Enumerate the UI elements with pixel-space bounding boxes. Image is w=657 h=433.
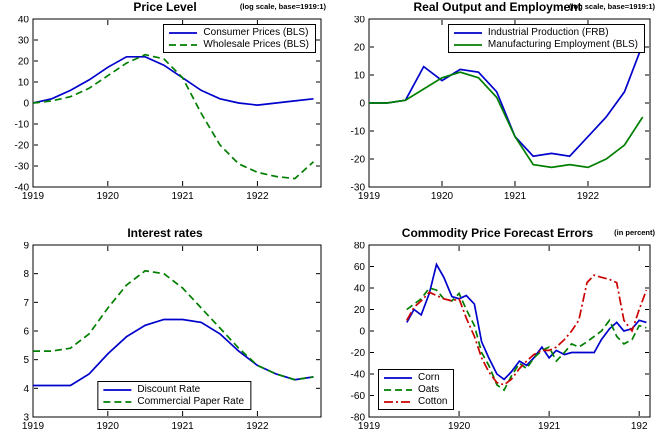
svg-text:3: 3 bbox=[23, 413, 29, 424]
legend-label: Oats bbox=[418, 384, 440, 395]
svg-text:1919: 1919 bbox=[22, 421, 45, 432]
chart-title: Price Level bbox=[133, 0, 197, 14]
svg-text:20: 20 bbox=[354, 305, 366, 316]
svg-text:30: 30 bbox=[354, 16, 366, 26]
svg-text:-30: -30 bbox=[15, 162, 30, 173]
chart-title-row: Real Output and Employment (log scale, b… bbox=[338, 0, 657, 16]
svg-text:1922: 1922 bbox=[246, 191, 269, 202]
svg-text:0: 0 bbox=[23, 99, 29, 110]
svg-text:-40: -40 bbox=[351, 370, 366, 381]
chart-title-row: Commodity Price Forecast Errors (in perc… bbox=[338, 226, 657, 242]
svg-text:5: 5 bbox=[23, 355, 29, 366]
svg-text:1922: 1922 bbox=[246, 421, 269, 432]
legend-label: Cotton bbox=[418, 396, 448, 407]
svg-text:1921: 1921 bbox=[504, 191, 527, 202]
svg-text:1919: 1919 bbox=[358, 191, 381, 202]
chart-note: (in percent) bbox=[614, 228, 655, 237]
legend-line-sample bbox=[384, 400, 412, 403]
svg-text:1921: 1921 bbox=[171, 421, 194, 432]
svg-text:7: 7 bbox=[23, 298, 29, 309]
legend-entry: Manufacturing Employment (BLS) bbox=[453, 39, 638, 50]
legend-line-sample bbox=[453, 31, 482, 34]
svg-text:0: 0 bbox=[359, 99, 365, 110]
legend-line-sample bbox=[103, 388, 132, 391]
svg-text:-20: -20 bbox=[15, 141, 30, 152]
svg-text:80: 80 bbox=[354, 242, 366, 252]
svg-text:20: 20 bbox=[18, 57, 30, 68]
legend-label: Discount Rate bbox=[137, 384, 201, 395]
legend-entry: Consumer Prices (BLS) bbox=[168, 27, 309, 38]
svg-text:1921: 1921 bbox=[538, 421, 561, 432]
chart-price-level: Price Level (log scale, base=1919:1) -40… bbox=[2, 0, 328, 202]
legend-entry: Wholesale Prices (BLS) bbox=[168, 39, 309, 50]
legend-line-sample bbox=[169, 43, 198, 46]
svg-text:-10: -10 bbox=[351, 127, 366, 138]
legend-label: Consumer Prices (BLS) bbox=[203, 27, 309, 38]
svg-text:1920: 1920 bbox=[448, 421, 471, 432]
legend-label: Corn bbox=[418, 372, 440, 383]
chart-title: Real Output and Employment bbox=[413, 0, 582, 14]
legend-entry: Cotton bbox=[383, 396, 447, 407]
legend-label: Manufacturing Employment (BLS) bbox=[487, 39, 638, 50]
svg-text:40: 40 bbox=[18, 16, 30, 26]
svg-text:1920: 1920 bbox=[97, 191, 120, 202]
chart-title-row: Interest rates bbox=[2, 226, 328, 242]
svg-text:30: 30 bbox=[18, 36, 30, 47]
svg-text:10: 10 bbox=[354, 71, 366, 82]
legend: Corn Oats Cotton bbox=[378, 369, 455, 410]
svg-text:-30: -30 bbox=[351, 183, 366, 194]
svg-text:1922: 1922 bbox=[577, 191, 600, 202]
legend: Discount Rate Commercial Paper Rate bbox=[97, 381, 252, 410]
chart-real-output-employment: Real Output and Employment (log scale, b… bbox=[338, 0, 657, 202]
legend-label: Wholesale Prices (BLS) bbox=[203, 39, 309, 50]
legend-label: Industrial Production (FRB) bbox=[487, 27, 609, 38]
svg-text:8: 8 bbox=[23, 269, 29, 280]
svg-text:1920: 1920 bbox=[431, 191, 454, 202]
svg-text:1919: 1919 bbox=[22, 191, 45, 202]
svg-text:-40: -40 bbox=[15, 183, 30, 194]
legend-entry: Discount Rate bbox=[102, 384, 244, 395]
legend-line-sample bbox=[384, 376, 412, 379]
svg-text:1919: 1919 bbox=[358, 421, 381, 432]
legend-entry: Corn bbox=[383, 372, 447, 383]
svg-text:40: 40 bbox=[354, 284, 366, 295]
legend-entry: Oats bbox=[383, 384, 447, 395]
chart-title: Interest rates bbox=[127, 226, 203, 240]
svg-text:-20: -20 bbox=[351, 155, 366, 166]
svg-text:-80: -80 bbox=[351, 413, 366, 424]
svg-text:0: 0 bbox=[359, 327, 365, 338]
svg-text:-10: -10 bbox=[15, 120, 30, 131]
svg-text:192: 192 bbox=[631, 421, 648, 432]
svg-text:6: 6 bbox=[23, 327, 29, 338]
legend-line-sample bbox=[103, 400, 132, 403]
svg-text:1921: 1921 bbox=[171, 191, 194, 202]
svg-text:20: 20 bbox=[354, 43, 366, 54]
legend-label: Commercial Paper Rate bbox=[137, 396, 245, 407]
svg-text:-60: -60 bbox=[351, 391, 366, 402]
svg-text:9: 9 bbox=[23, 242, 29, 252]
chart-note: (log scale, base=1919:1) bbox=[239, 2, 326, 11]
svg-text:10: 10 bbox=[18, 78, 30, 89]
svg-text:1920: 1920 bbox=[97, 421, 120, 432]
chart-note: (log scale, base=1919:1) bbox=[568, 2, 655, 11]
chart-commodity-forecast-errors: Commodity Price Forecast Errors (in perc… bbox=[338, 226, 657, 432]
chart-interest-rates: Interest rates 3 4 5 6 7 8 9 1919 1920 1921 1922 D… bbox=[2, 226, 328, 432]
legend: Industrial Production (FRB) Manufacturing… bbox=[447, 24, 645, 53]
legend-entry: Industrial Production (FRB) bbox=[453, 27, 638, 38]
legend-entry: Commercial Paper Rate bbox=[102, 396, 244, 407]
legend: Consumer Prices (BLS) Wholesale Prices (B… bbox=[163, 24, 316, 53]
svg-text:4: 4 bbox=[23, 384, 29, 395]
chart-title-row: Price Level (log scale, base=1919:1) bbox=[2, 0, 328, 16]
svg-text:-20: -20 bbox=[351, 348, 366, 359]
svg-text:60: 60 bbox=[354, 262, 366, 273]
chart-title: Commodity Price Forecast Errors bbox=[401, 226, 594, 240]
legend-line-sample bbox=[384, 388, 412, 391]
legend-line-sample bbox=[169, 31, 198, 34]
legend-line-sample bbox=[453, 43, 482, 46]
